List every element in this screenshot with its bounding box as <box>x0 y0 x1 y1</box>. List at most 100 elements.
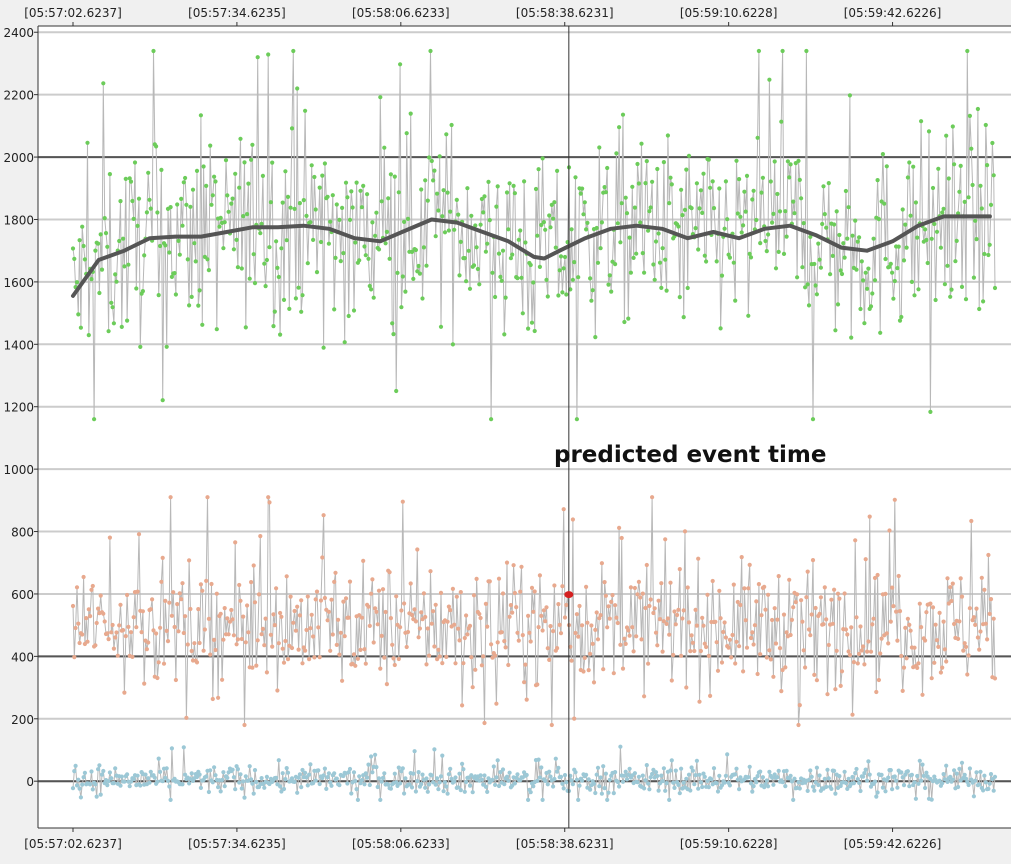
data-point <box>882 201 887 206</box>
data-point <box>838 268 843 273</box>
data-point <box>675 612 680 618</box>
data-point <box>760 775 766 780</box>
data-point <box>624 211 630 216</box>
data-point <box>176 238 181 243</box>
data-point <box>730 632 735 638</box>
data-point <box>843 627 849 632</box>
data-point <box>582 655 587 661</box>
data-point <box>780 780 785 785</box>
data-point <box>640 591 645 596</box>
data-point <box>181 745 186 750</box>
data-point <box>441 188 446 193</box>
data-point <box>317 781 322 787</box>
data-point <box>857 235 862 240</box>
data-point <box>952 162 957 167</box>
data-point <box>549 722 554 728</box>
data-point <box>570 517 576 522</box>
data-point <box>392 662 397 668</box>
data-point <box>313 207 318 212</box>
data-point <box>772 772 777 777</box>
data-point <box>337 652 342 657</box>
data-point <box>857 780 862 786</box>
data-point <box>748 781 754 786</box>
data-point <box>482 720 487 726</box>
data-point <box>89 769 94 774</box>
data-point <box>593 335 598 340</box>
data-point <box>437 154 442 159</box>
data-point <box>924 237 929 243</box>
data-point <box>262 785 267 790</box>
data-point <box>481 210 486 215</box>
data-point <box>508 603 513 608</box>
data-point <box>487 218 492 223</box>
data-point <box>407 782 412 787</box>
data-point <box>646 228 651 233</box>
data-point <box>900 775 905 780</box>
data-point <box>622 319 627 325</box>
data-point <box>770 775 775 780</box>
data-point <box>237 185 242 190</box>
data-point <box>897 318 903 323</box>
data-point <box>347 766 353 772</box>
series-1-connector <box>72 497 996 726</box>
data-point <box>590 641 595 647</box>
data-point <box>833 328 838 333</box>
data-point <box>722 780 727 785</box>
data-point <box>262 643 267 648</box>
data-point <box>942 282 948 287</box>
data-point <box>865 286 870 291</box>
data-point <box>340 205 345 210</box>
data-point <box>963 297 969 302</box>
data-point <box>787 577 792 582</box>
data-point <box>602 786 607 791</box>
data-point <box>296 775 301 780</box>
y-tick-label: 2000 <box>3 151 34 165</box>
data-point <box>479 663 484 668</box>
data-point <box>457 771 462 776</box>
data-point <box>539 765 544 770</box>
data-point <box>78 795 83 800</box>
data-point <box>520 311 525 316</box>
data-point <box>431 609 436 614</box>
data-point <box>824 617 829 622</box>
data-point <box>916 661 921 666</box>
data-point <box>90 787 95 792</box>
data-point <box>574 612 580 617</box>
data-point <box>601 764 606 769</box>
data-point <box>274 239 279 244</box>
data-point <box>838 783 843 789</box>
data-point <box>977 306 982 312</box>
data-point <box>923 638 928 643</box>
data-point <box>125 318 130 323</box>
data-point <box>834 209 839 214</box>
data-point <box>618 642 623 647</box>
data-point <box>498 770 503 775</box>
data-point <box>351 770 357 775</box>
data-point <box>386 782 391 787</box>
data-point <box>507 614 512 619</box>
data-point <box>359 205 364 210</box>
data-point <box>374 765 379 770</box>
data-point <box>832 587 837 592</box>
data-point <box>770 617 775 623</box>
data-point <box>373 752 378 757</box>
data-point <box>458 239 463 244</box>
data-point <box>558 631 564 636</box>
data-point <box>438 774 444 779</box>
data-point <box>594 610 599 615</box>
data-point <box>588 276 593 281</box>
data-point <box>489 642 494 647</box>
data-point <box>506 778 511 783</box>
data-point <box>679 653 684 658</box>
data-point <box>380 775 386 781</box>
data-point <box>833 687 838 692</box>
data-point <box>313 778 318 783</box>
data-point <box>905 769 911 774</box>
data-point <box>382 145 387 150</box>
data-point <box>640 773 645 778</box>
data-point <box>175 602 180 607</box>
data-point <box>940 781 945 786</box>
data-point <box>326 609 331 614</box>
data-point <box>796 722 801 728</box>
data-point <box>218 611 223 616</box>
